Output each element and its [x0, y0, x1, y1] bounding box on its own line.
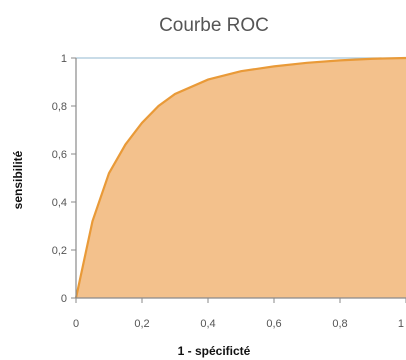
x-tick-label: 0,2	[134, 318, 149, 330]
x-tick-label: 0,8	[332, 318, 347, 330]
x-tick-label: 0,6	[266, 318, 281, 330]
y-tick-label: 0,4	[52, 197, 67, 209]
roc-area-fill	[76, 58, 406, 298]
plot-area	[74, 56, 406, 299]
y-tick-label: 0,2	[52, 245, 67, 257]
y-axis-label: sensibilité	[11, 150, 25, 209]
x-axis-label: 1 - spécificté	[178, 344, 251, 358]
x-tick-label: 0,4	[200, 318, 215, 330]
y-axis-ticks: 0 0,2 0,4 0,6 0,8 1	[52, 53, 76, 305]
y-tick-label: 0,6	[52, 149, 67, 161]
x-tick-label: 0	[73, 318, 79, 330]
roc-curve-line	[74, 56, 406, 299]
y-tick-label: 0,8	[52, 101, 67, 113]
x-axis-ticks: 0 0,2 0,4 0,6 0,8 1	[73, 298, 406, 330]
y-tick-label: 1	[61, 53, 67, 65]
x-tick-label: 1	[398, 318, 404, 330]
y-tick-label: 0	[61, 293, 67, 305]
chart-title: Courbe ROC	[159, 15, 269, 36]
